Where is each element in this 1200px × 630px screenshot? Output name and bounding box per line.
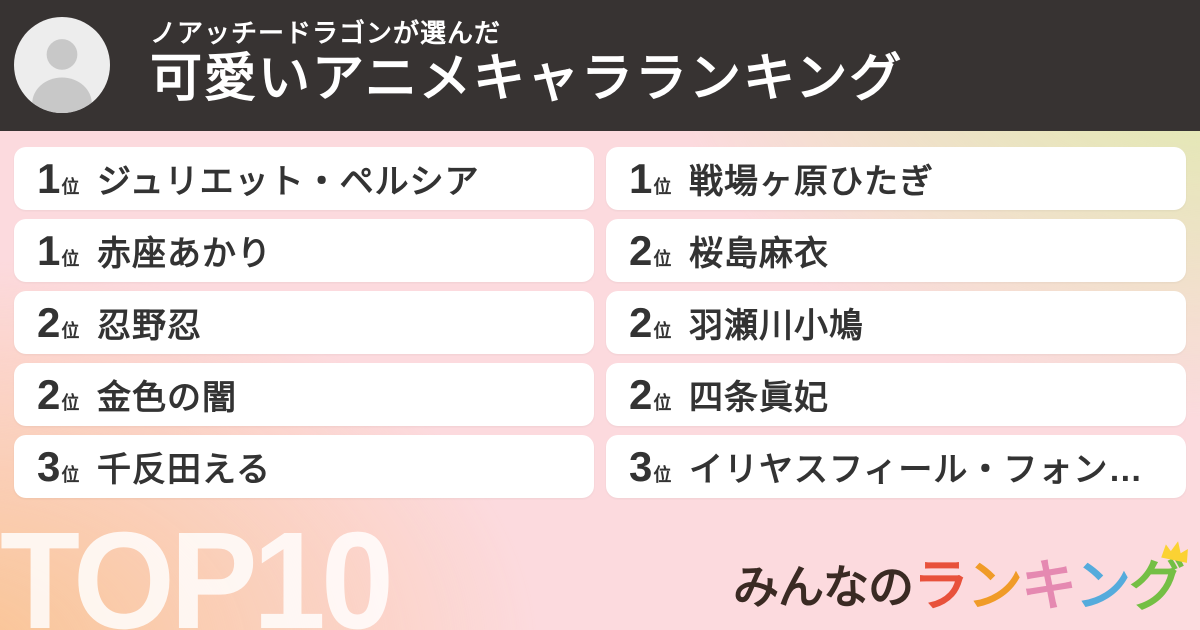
logo-char: ン — [1075, 554, 1131, 617]
character-name: 桜島麻衣 — [689, 235, 829, 273]
page-title: 可愛いアニメキャラランキング — [150, 49, 904, 108]
logo-prefix: みんなの — [733, 561, 914, 613]
rank-number: 2 — [629, 226, 653, 274]
character-name: 羽瀬川小鳩 — [689, 307, 864, 345]
site-logo: みんなの ラ ン キ ン グ — [733, 541, 1188, 617]
rank-suffix: 位 — [653, 392, 672, 413]
rank-number: 2 — [629, 370, 653, 418]
character-name: ジュリエット・ペルシア — [97, 163, 480, 201]
character-name: 忍野忍 — [97, 307, 202, 345]
logo-char: ン — [967, 554, 1023, 617]
person-icon — [14, 17, 110, 113]
rank-number: 2 — [37, 370, 61, 418]
crown-icon — [1159, 537, 1193, 565]
character-name: 四条眞妃 — [689, 379, 829, 417]
rank-suffix: 位 — [653, 176, 672, 197]
rank-number: 3 — [37, 442, 61, 490]
ranking-author-subtitle: ノアッチードラゴンが選んだ — [150, 18, 502, 48]
rank-suffix: 位 — [61, 392, 80, 413]
rank-suffix: 位 — [61, 320, 80, 341]
header: ノアッチードラゴンが選んだ 可愛いアニメキャラランキング — [0, 0, 1200, 131]
rank-suffix: 位 — [653, 464, 672, 485]
rank-number: 3 — [629, 442, 653, 490]
logo-char: ラ — [913, 554, 969, 617]
rank-number: 2 — [37, 298, 61, 346]
rank-suffix: 位 — [61, 464, 80, 485]
character-name: 赤座あかり — [97, 235, 272, 273]
rank-number: 1 — [37, 226, 61, 274]
logo-char: キ — [1021, 554, 1077, 617]
avatar — [14, 17, 110, 113]
rank-number: 2 — [629, 298, 653, 346]
rank-suffix: 位 — [61, 176, 80, 197]
rank-suffix: 位 — [653, 320, 672, 341]
rank-suffix: 位 — [653, 248, 672, 269]
character-name: イリヤスフィール・フォン… — [689, 451, 1144, 489]
rank-number: 1 — [629, 154, 653, 202]
header-text: ノアッチードラゴンが選んだ 可愛いアニメキャラランキング — [150, 17, 903, 108]
character-name: 戦場ヶ原ひたぎ — [689, 163, 934, 201]
top10-watermark: TOP10 — [0, 504, 394, 630]
character-name: 金色の闇 — [97, 379, 237, 417]
logo-char: グ — [1129, 541, 1188, 614]
rank-suffix: 位 — [61, 248, 80, 269]
rank-number: 1 — [37, 154, 61, 202]
character-name: 千反田える — [97, 451, 271, 489]
